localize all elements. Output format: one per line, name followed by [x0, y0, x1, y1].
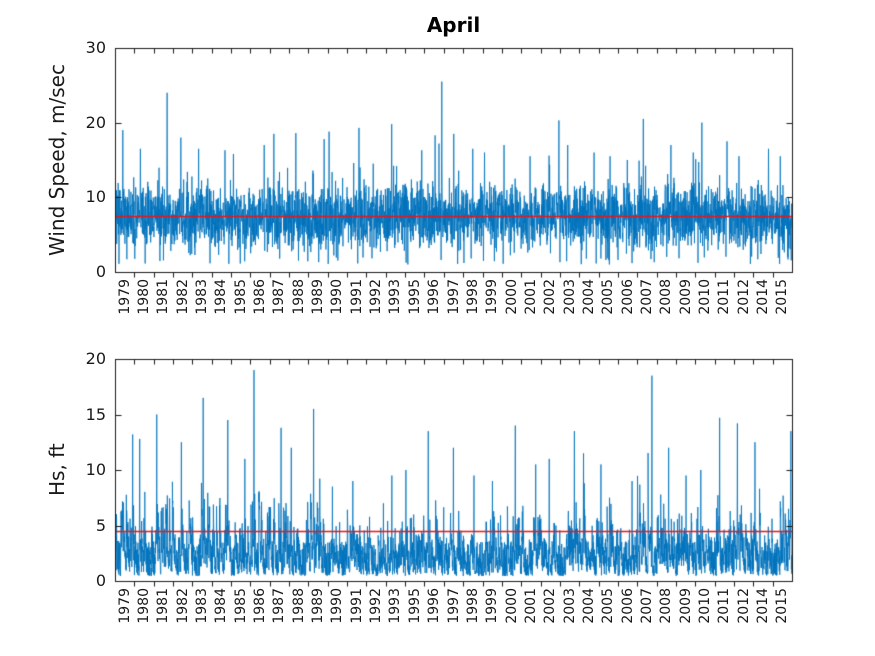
x-tick-label: 1988: [291, 588, 307, 624]
wind-speed-subplot: [115, 48, 792, 272]
x-tick-label: 1985: [233, 588, 249, 624]
x-tick-label: 1984: [213, 279, 229, 315]
x-tick-label: 1996: [426, 279, 442, 315]
y-tick-label: 10: [85, 187, 106, 206]
x-tick-label: 2009: [678, 279, 694, 315]
x-tick-label: 2002: [542, 279, 558, 315]
x-tick-label: 1983: [194, 588, 210, 624]
x-tick-label: 2011: [716, 279, 732, 315]
x-tick-label: 2003: [562, 279, 578, 315]
x-tick-label: 2011: [716, 588, 732, 624]
wind-speed-axis-label: Wind Speed, m/sec: [45, 64, 69, 256]
x-tick-label: 1998: [465, 279, 481, 315]
x-tick-label: 1990: [329, 279, 345, 315]
y-tick-label: 0: [95, 571, 106, 590]
x-tick-label: 2004: [581, 588, 597, 624]
x-tick-label: 1986: [252, 588, 268, 624]
x-tick-label: 1998: [465, 588, 481, 624]
x-tick-label: 1988: [291, 279, 307, 315]
y-tick-label: 5: [95, 516, 106, 535]
x-tick-label: 2008: [658, 588, 674, 624]
x-tick-label: 2007: [639, 279, 655, 315]
x-tick-label: 2001: [523, 588, 539, 624]
y-tick-label: 20: [85, 113, 106, 132]
x-tick-label: 2015: [774, 279, 790, 315]
x-tick-label: 2005: [600, 279, 616, 315]
x-tick-label: 1979: [117, 279, 133, 315]
x-tick-label: 2003: [562, 588, 578, 624]
x-tick-label: 2014: [755, 588, 771, 624]
x-tick-label: 1995: [407, 588, 423, 624]
x-tick-label: 1993: [387, 279, 403, 315]
x-tick-label: 1997: [446, 279, 462, 315]
x-tick-label: 2009: [678, 588, 694, 624]
x-tick-label: 1991: [349, 588, 365, 624]
x-tick-label: 1995: [407, 279, 423, 315]
x-tick-label: 2004: [581, 279, 597, 315]
x-tick-label: 2010: [697, 588, 713, 624]
x-tick-label: 1980: [136, 279, 152, 315]
x-tick-label: 1989: [310, 588, 326, 624]
x-tick-label: 2010: [697, 279, 713, 315]
y-tick-label: 15: [85, 405, 106, 424]
x-tick-label: 2000: [504, 279, 520, 315]
x-tick-label: 2006: [620, 279, 636, 315]
x-tick-label: 2001: [523, 279, 539, 315]
x-tick-label: 1983: [194, 279, 210, 315]
x-tick-label: 1987: [271, 588, 287, 624]
x-tick-label: 2008: [658, 279, 674, 315]
x-tick-label: 2005: [600, 588, 616, 624]
x-tick-label: 1982: [175, 588, 191, 624]
x-tick-label: 1991: [349, 279, 365, 315]
x-tick-label: 1996: [426, 588, 442, 624]
y-tick-label: 30: [85, 38, 106, 57]
x-tick-label: 1979: [117, 588, 133, 624]
y-tick-label: 20: [85, 349, 106, 368]
x-tick-label: 1993: [387, 588, 403, 624]
x-tick-label: 1981: [155, 279, 171, 315]
x-tick-label: 2012: [736, 588, 752, 624]
x-tick-label: 1992: [368, 588, 384, 624]
x-tick-label: 2012: [736, 279, 752, 315]
x-tick-label: 2006: [620, 588, 636, 624]
x-tick-label: 2007: [639, 588, 655, 624]
x-tick-label: 2014: [755, 279, 771, 315]
x-tick-label: 1986: [252, 279, 268, 315]
x-tick-label: 1999: [484, 279, 500, 315]
x-tick-label: 1982: [175, 279, 191, 315]
hs-subplot: [115, 359, 792, 581]
x-tick-label: 1987: [271, 279, 287, 315]
y-tick-label: 0: [95, 262, 106, 281]
x-tick-label: 1999: [484, 588, 500, 624]
x-tick-label: 1985: [233, 279, 249, 315]
x-tick-label: 1997: [446, 588, 462, 624]
x-tick-label: 2000: [504, 588, 520, 624]
x-tick-label: 2002: [542, 588, 558, 624]
x-tick-label: 1981: [155, 588, 171, 624]
chart-title: April: [426, 13, 481, 37]
y-tick-label: 10: [85, 460, 106, 479]
x-tick-label: 1990: [329, 588, 345, 624]
x-tick-label: 1984: [213, 588, 229, 624]
x-tick-label: 1989: [310, 279, 326, 315]
x-tick-label: 2015: [774, 588, 790, 624]
x-tick-label: 1992: [368, 279, 384, 315]
x-tick-label: 1980: [136, 588, 152, 624]
